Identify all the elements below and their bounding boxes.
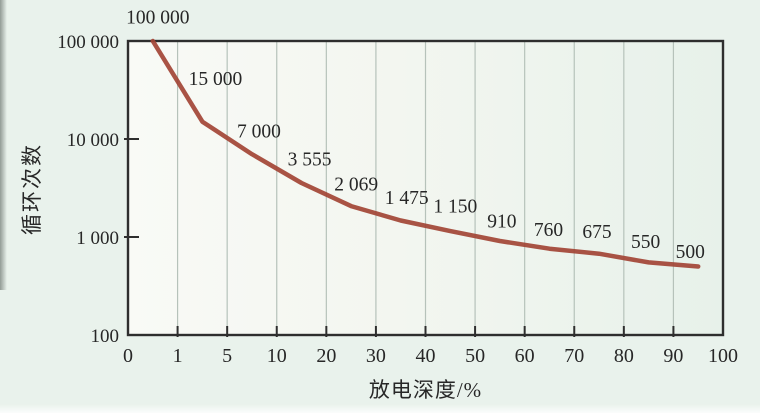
data-point-label: 1 475 — [385, 188, 429, 209]
x-tick-label: 70 — [564, 345, 584, 367]
data-point-label: 100 000 — [126, 8, 189, 29]
y-tick-label: 100 — [91, 326, 120, 347]
data-point-label: 760 — [534, 220, 563, 241]
x-tick-label: 40 — [416, 345, 436, 367]
data-point-label: 2 069 — [334, 175, 378, 196]
x-tick-label: 100 — [708, 345, 738, 367]
x-tick-label: 90 — [663, 345, 683, 367]
x-tick-label: 10 — [267, 345, 287, 367]
y-axis-title: 循环次数 — [20, 143, 44, 235]
data-point-label: 1 150 — [433, 197, 477, 218]
data-point-label: 675 — [582, 222, 611, 243]
x-tick-label: 80 — [614, 345, 634, 367]
data-point-label: 910 — [487, 212, 516, 233]
y-tick-label: 1 000 — [76, 228, 119, 249]
x-tick-label: 20 — [316, 345, 336, 367]
data-point-label: 15 000 — [189, 69, 243, 90]
data-point-label: 3 555 — [288, 150, 332, 171]
cycle-life-curve — [150, 38, 701, 269]
x-tick-label: 30 — [366, 345, 386, 367]
x-tick-label: 5 — [222, 345, 232, 367]
data-point-label: 7 000 — [237, 122, 281, 143]
x-tick-label: 1 — [173, 345, 183, 367]
x-axis-title: 放电深度/% — [368, 378, 483, 402]
data-point-label: 550 — [631, 232, 660, 253]
data-point-label: 500 — [676, 242, 705, 263]
x-tick-label: 60 — [515, 345, 535, 367]
y-tick-label: 10 000 — [67, 130, 119, 151]
y-tick-label: 100 000 — [57, 32, 119, 53]
x-tick-label: 50 — [465, 345, 485, 367]
x-tick-label: 0 — [123, 345, 133, 367]
